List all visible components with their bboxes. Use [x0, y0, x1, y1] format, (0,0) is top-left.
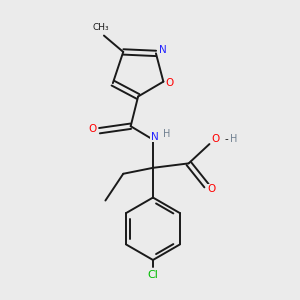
Text: O: O: [88, 124, 96, 134]
Text: Cl: Cl: [148, 270, 158, 280]
Text: O: O: [166, 78, 174, 88]
Text: O: O: [211, 134, 220, 144]
Text: N: N: [159, 45, 167, 56]
Text: O: O: [208, 184, 216, 194]
Text: H: H: [163, 129, 171, 139]
Text: H: H: [230, 134, 238, 144]
Text: -: -: [225, 134, 229, 144]
Text: CH₃: CH₃: [93, 23, 109, 32]
Text: N: N: [151, 132, 158, 142]
